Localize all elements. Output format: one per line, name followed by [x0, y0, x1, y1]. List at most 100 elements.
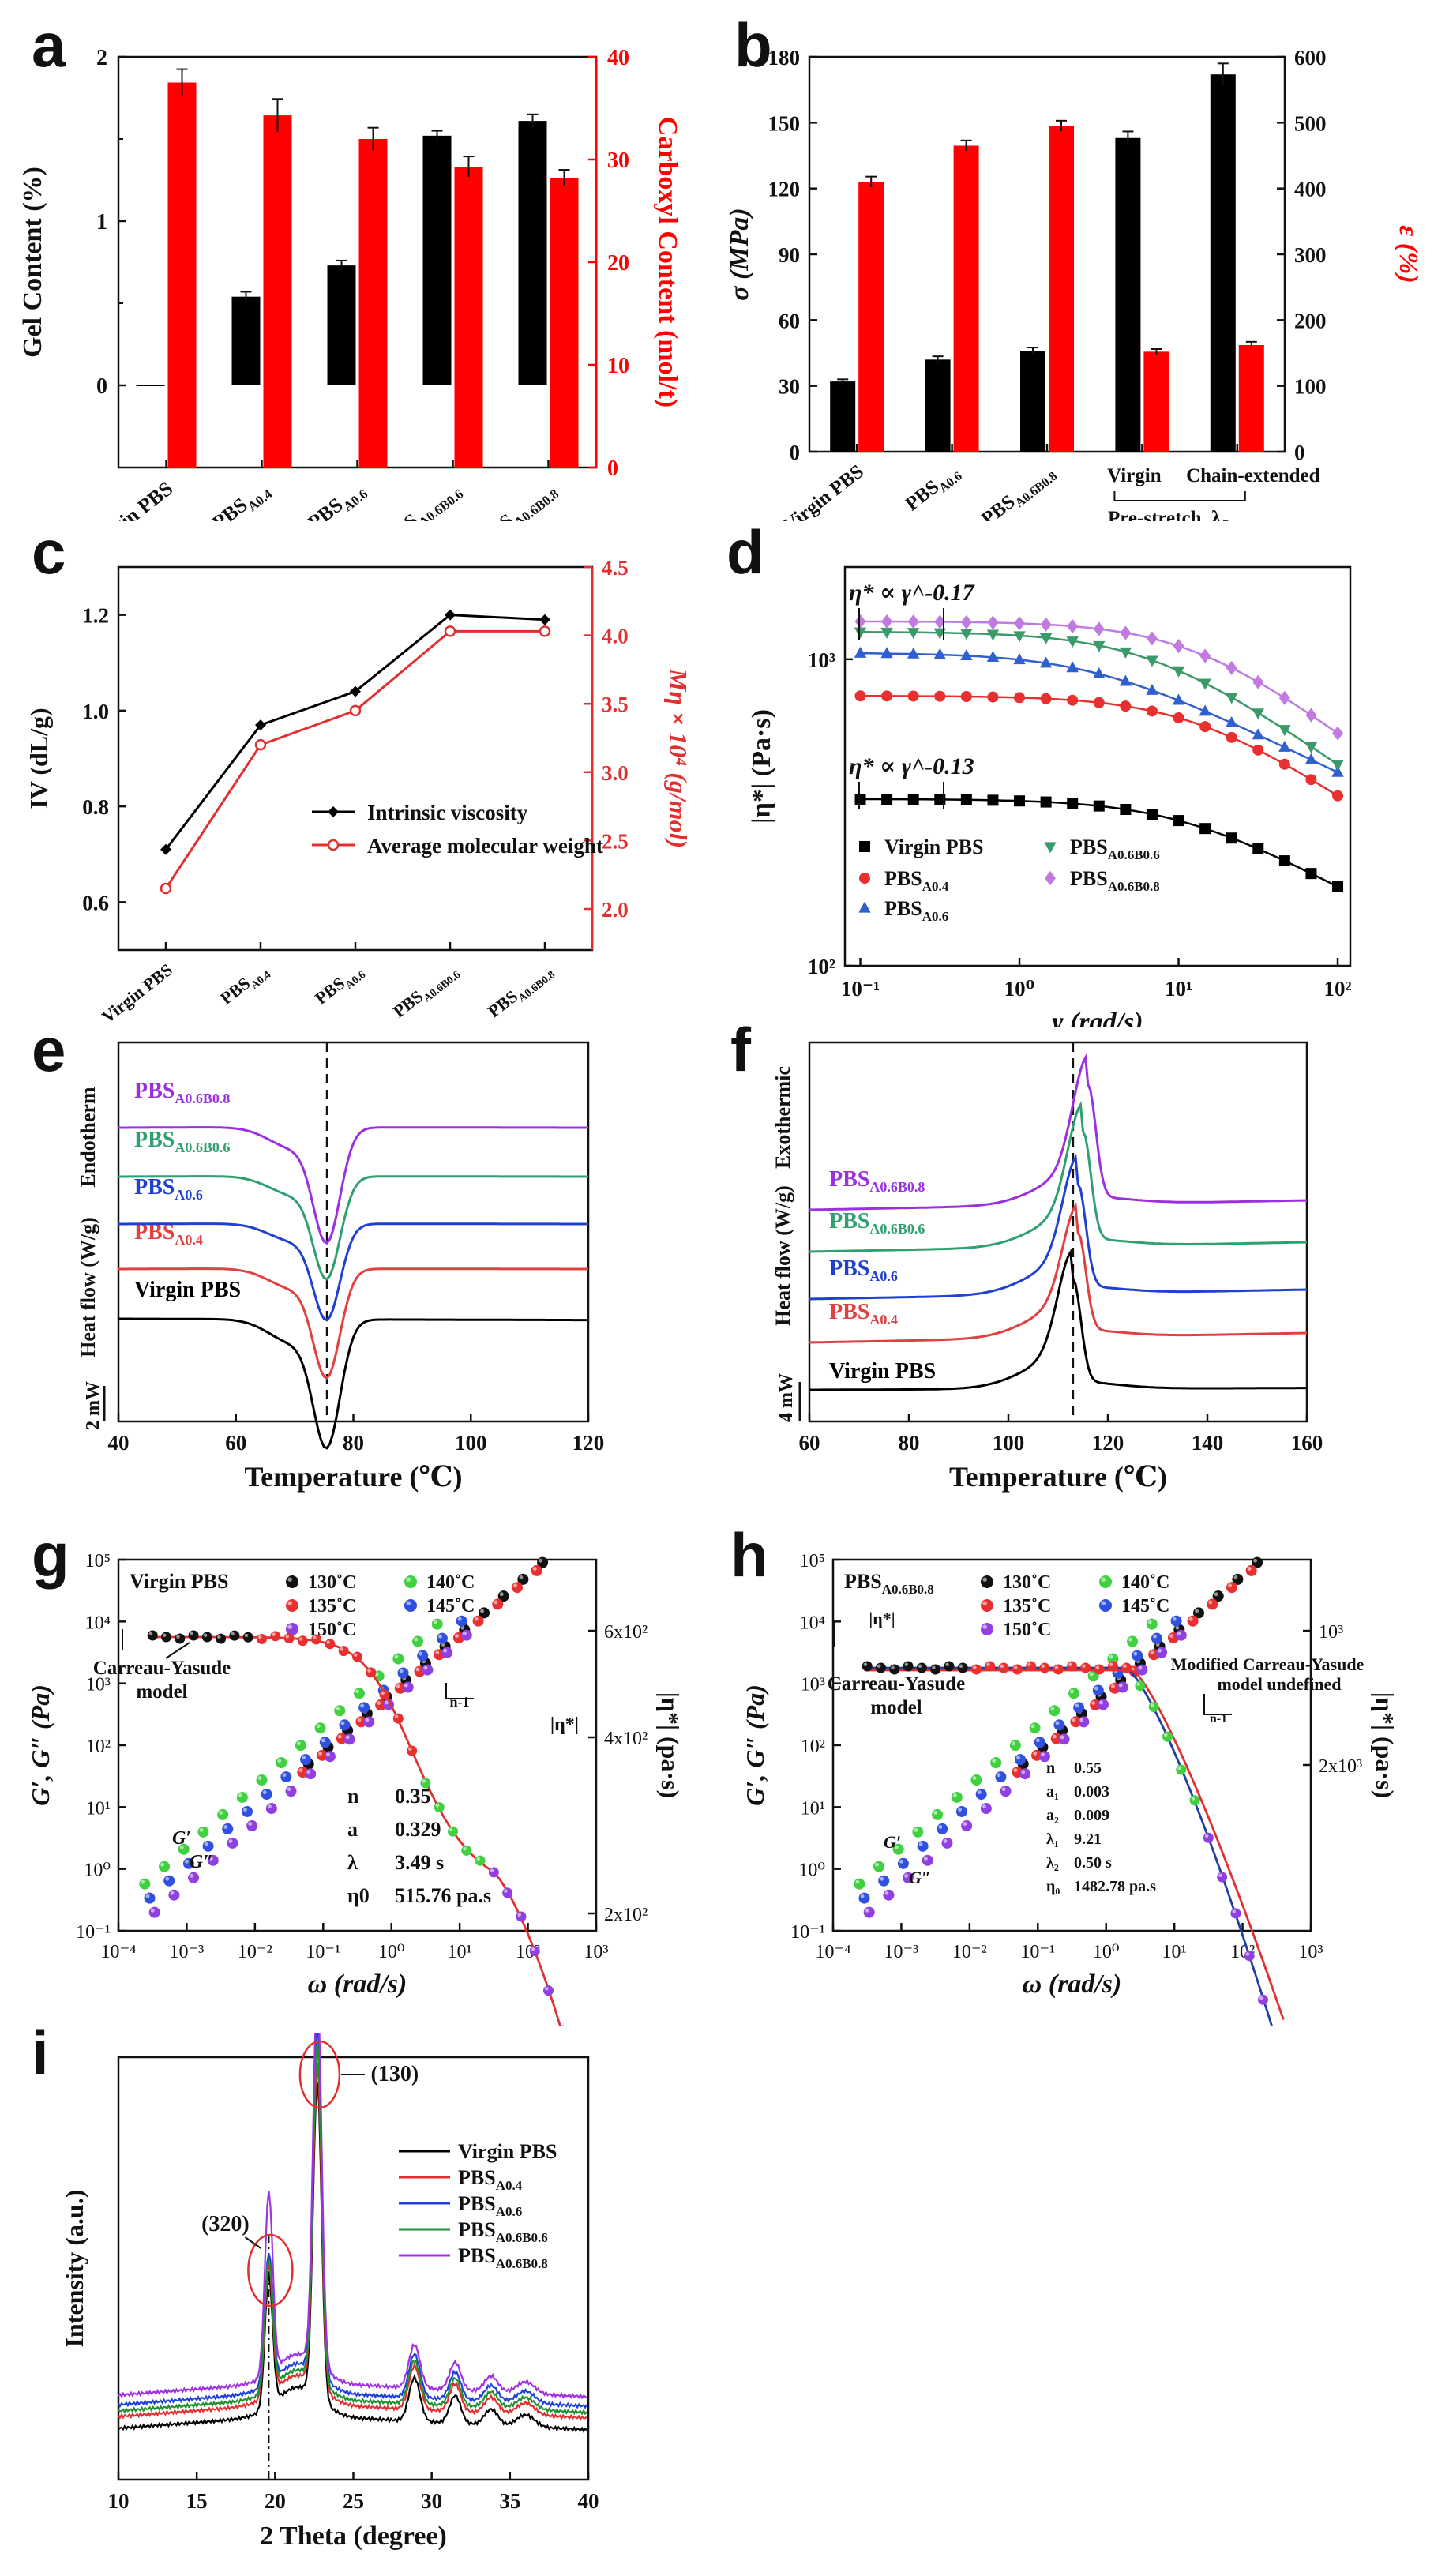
data-point-highlight: [145, 1894, 150, 1898]
xrd-curve: [118, 2033, 587, 2400]
data-point-highlight: [243, 1808, 247, 1812]
curve-label: PBSA0.6B0.8: [829, 1167, 925, 1195]
data-point: [531, 1564, 542, 1576]
viscosity-point-highlight: [945, 1662, 949, 1666]
data-point-highlight: [1035, 1738, 1040, 1743]
data-point: [1019, 1768, 1031, 1780]
y-tick-label: 10⁰: [798, 1861, 825, 1881]
data-point: [363, 1716, 375, 1728]
x-tick-label: 10⁻⁴: [815, 1942, 850, 1962]
legend-marker-highlight: [982, 1601, 987, 1605]
viscosity-point-highlight: [986, 1662, 990, 1666]
annotation-slope: η* ∝ γ^-0.13: [849, 753, 974, 779]
x-tick-label: 10¹: [448, 1942, 472, 1962]
dsc-curve: [118, 1267, 588, 1380]
viscosity-point-highlight: [1136, 1682, 1140, 1686]
x-tick-label: 10⁰: [1093, 1942, 1120, 1962]
y-tick-label: 2: [96, 46, 107, 70]
data-point-highlight: [1128, 1637, 1133, 1642]
data-point: [222, 1823, 234, 1834]
x-tick-label: 10⁻¹: [306, 1942, 340, 1962]
data-point-highlight: [943, 1839, 948, 1843]
data-point-highlight: [1188, 1617, 1193, 1621]
legend-marker: [1099, 1599, 1112, 1612]
viscosity-point-highlight: [203, 1633, 208, 1638]
data-point: [314, 1722, 326, 1734]
y-tick-label: 10⁴: [800, 1613, 825, 1633]
data-point: [1278, 740, 1291, 752]
data-point: [1040, 693, 1052, 704]
data-point: [880, 627, 893, 639]
data-point: [987, 691, 999, 703]
legend-label: 135˚C: [1003, 1596, 1051, 1617]
data-point: [217, 1808, 229, 1820]
data-point-highlight: [1253, 1558, 1258, 1563]
label-main: PBS: [829, 1256, 869, 1281]
y2-tick-label: 100: [1294, 375, 1327, 399]
legend-label: PBSA0.6B0.8: [1070, 867, 1160, 894]
data-point: [324, 1751, 336, 1763]
x-tick-label: 30: [421, 2489, 442, 2513]
legend-label: Virgin PBS: [458, 2140, 557, 2163]
param-value: 9.21: [1074, 1831, 1102, 1848]
y-tick-label: 10³: [808, 648, 835, 672]
label-main: PBS: [311, 973, 348, 1008]
viscosity-point-highlight: [313, 1635, 317, 1639]
viscosity-point-highlight: [162, 1633, 167, 1638]
legend-label: Virgin PBS: [884, 836, 983, 858]
data-point-highlight: [1214, 1592, 1218, 1597]
viscosity-point-highlight: [1259, 1996, 1263, 2000]
data-point: [1156, 1647, 1168, 1658]
data-point: [163, 1875, 175, 1887]
y-tick-label: 150: [768, 111, 801, 135]
legend-marker: [858, 901, 871, 913]
data-point-highlight: [165, 1876, 170, 1881]
viscosity-point-highlight: [1218, 1873, 1222, 1878]
data-point-highlight: [494, 1600, 498, 1605]
data-point: [1040, 617, 1052, 632]
x-tick-label: 60: [799, 1431, 820, 1455]
y-tick-label: 10⁵: [800, 1551, 825, 1572]
y2-axis-title: Mη × 10⁴ (g/mol): [664, 668, 693, 848]
label-subscript: A0.6B0.8: [511, 486, 561, 521]
viscosity-point-highlight: [476, 1857, 481, 1861]
data-point: [202, 1840, 214, 1852]
viscosity-point: [257, 1633, 267, 1644]
viscosity-point: [944, 1661, 955, 1672]
legend-label: 140˚C: [426, 1572, 475, 1593]
data-point-highlight: [1150, 1650, 1154, 1655]
y-tick-label: 10¹: [801, 1798, 825, 1819]
data-point-highlight: [287, 1787, 291, 1792]
x-tick-label: Virgin PBS: [84, 477, 177, 521]
data-point: [1039, 656, 1053, 668]
viscosity-point-highlight: [381, 1691, 385, 1695]
label-main: PBS: [458, 2192, 496, 2215]
param-name: a₂: [1046, 1807, 1059, 1824]
viscosity-point: [1203, 1832, 1214, 1843]
data-point-highlight: [1195, 1609, 1199, 1613]
viscosity-point-highlight: [544, 1987, 549, 1991]
data-point: [1278, 758, 1290, 770]
y-tick-label: 10⁴: [85, 1613, 111, 1633]
data-point: [937, 1823, 948, 1834]
label-subscript: A0.6B0.6: [1108, 847, 1160, 862]
y-axis-title: Gel Content (%): [18, 167, 47, 358]
data-point: [975, 1789, 987, 1801]
viscosity-point-highlight: [148, 1632, 153, 1636]
y-tick-label: 1.2: [82, 604, 109, 628]
data-point: [1305, 708, 1317, 723]
data-point: [1252, 728, 1264, 740]
data-point: [1278, 690, 1290, 705]
y-tick-label: 10³: [801, 1675, 825, 1695]
data-point-highlight: [321, 1738, 325, 1743]
data-point: [1053, 1719, 1065, 1731]
param-value: 0.003: [1074, 1783, 1109, 1801]
xrd-curve: [118, 2040, 587, 2416]
x-tick-label: 40: [108, 1431, 130, 1455]
data-point: [265, 1803, 277, 1815]
x-tick-label: 100: [993, 1431, 1025, 1455]
data-point-highlight: [855, 1879, 860, 1884]
x-tick-label: 140: [1192, 1431, 1224, 1455]
data-point-highlight: [1011, 1741, 1015, 1746]
data-point-highlight: [1050, 1707, 1055, 1711]
